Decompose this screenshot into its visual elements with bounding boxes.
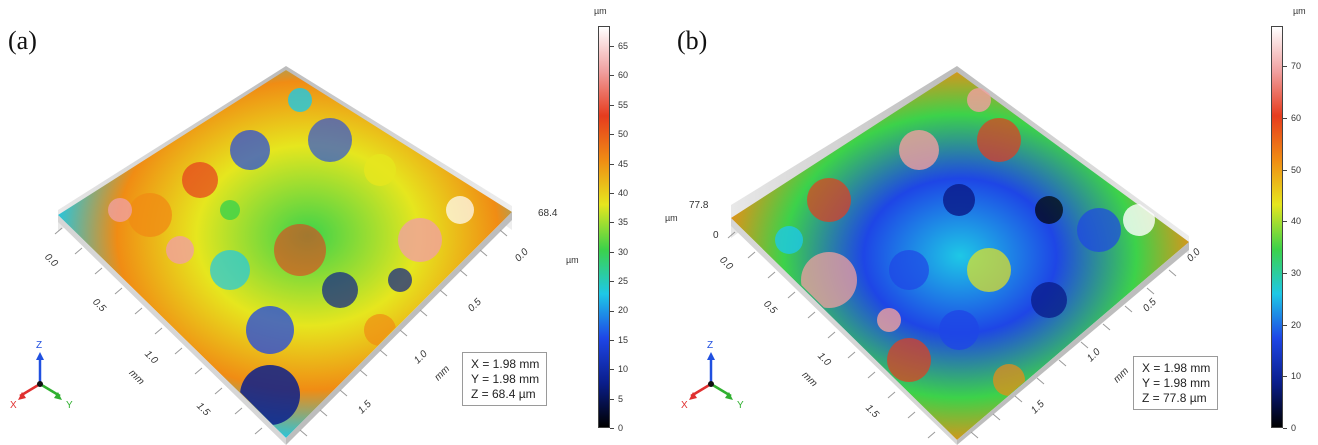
colorbar-tick-label: 55 (610, 100, 628, 110)
colorbar-tick-label: 5 (610, 394, 623, 404)
surface-texture (775, 88, 1155, 396)
front-wall-left (731, 218, 957, 445)
axis-triad (689, 352, 733, 400)
colorbar (1271, 26, 1283, 428)
info-y: Y = 1.98 mm (471, 372, 540, 386)
colorbar-tick-label: 15 (610, 335, 628, 345)
z-axis-unit: µm (665, 213, 678, 223)
triad-x-label: X (10, 400, 17, 411)
info-z: Z = 68.4 µm (471, 387, 536, 401)
colorbar-unit: µm (1293, 6, 1306, 16)
colorbar-tick-label: 60 (610, 70, 628, 80)
colorbar-tick-label: 40 (610, 188, 628, 198)
colorbar-tick-label: 10 (610, 364, 628, 374)
colorbar-tick-label: 30 (610, 247, 628, 257)
right-axis-ticks (299, 229, 508, 437)
panel-b: (b) (659, 0, 1318, 445)
dimension-info-box: X = 1.98 mm Y = 1.98 mm Z = 68.4 µm (462, 352, 547, 406)
left-axis-ticks (54, 227, 263, 435)
colorbar-tick-label: 10 (1283, 371, 1301, 381)
colorbar-tick-label: 35 (610, 217, 628, 227)
triad-z-label: Z (707, 340, 714, 351)
front-wall-left (58, 215, 286, 445)
surface-plot (18, 66, 512, 445)
info-x: X = 1.98 mm (471, 357, 540, 371)
colorbar-tick-label: 60 (1283, 113, 1301, 123)
panel-label: (a) (8, 26, 37, 55)
z-axis-min: 0 (713, 230, 719, 241)
z-axis-unit: µm (566, 255, 579, 265)
colorbar-tick-label: 0 (610, 423, 623, 433)
colorbar-tick-label: 25 (610, 276, 628, 286)
panel-label: (b) (677, 26, 708, 55)
info-z: Z = 77.8 µm (1142, 391, 1207, 405)
right-axis-ticks (970, 269, 1177, 439)
colorbar-tick-label: 65 (610, 41, 628, 51)
front-wall-right (286, 212, 512, 445)
front-wall-right (957, 242, 1189, 445)
colorbar-ticks: 70 60 50 40 30 20 10 0 (1283, 26, 1313, 433)
info-x: X = 1.98 mm (1142, 361, 1211, 375)
colorbar (598, 26, 610, 428)
colorbar-ticks: 65 60 55 50 45 40 35 30 25 20 15 10 5 0 (610, 26, 640, 433)
info-y: Y = 1.98 mm (1142, 376, 1211, 390)
z-axis-max: 77.8 (689, 200, 709, 211)
colorbar-tick-label: 40 (1283, 216, 1301, 226)
height-surface (731, 72, 1189, 440)
colorbar-tick-label: 45 (610, 159, 628, 169)
colorbar-unit: µm (594, 6, 607, 16)
surface-plot (689, 66, 1189, 445)
surface-texture (108, 88, 474, 425)
colorbar-tick-label: 20 (1283, 320, 1301, 330)
triad-y-label: Y (66, 400, 73, 411)
colorbar-tick-label: 70 (1283, 61, 1301, 71)
colorbar-tick-label: 30 (1283, 268, 1301, 278)
z-axis-max: 68.4 (538, 208, 558, 219)
axis-triad (18, 352, 62, 400)
triad-x-label: X (681, 400, 688, 411)
colorbar-tick-label: 0 (1283, 423, 1296, 433)
triad-z-label: Z (36, 340, 43, 351)
dimension-info-box: X = 1.98 mm Y = 1.98 mm Z = 77.8 µm (1133, 356, 1218, 410)
left-axis-ticks (727, 231, 936, 439)
colorbar-tick-label: 20 (610, 305, 628, 315)
panel-a: (a) (0, 0, 659, 445)
colorbar-tick-label: 50 (610, 129, 628, 139)
triad-y-label: Y (737, 400, 744, 411)
colorbar-tick-label: 50 (1283, 165, 1301, 175)
